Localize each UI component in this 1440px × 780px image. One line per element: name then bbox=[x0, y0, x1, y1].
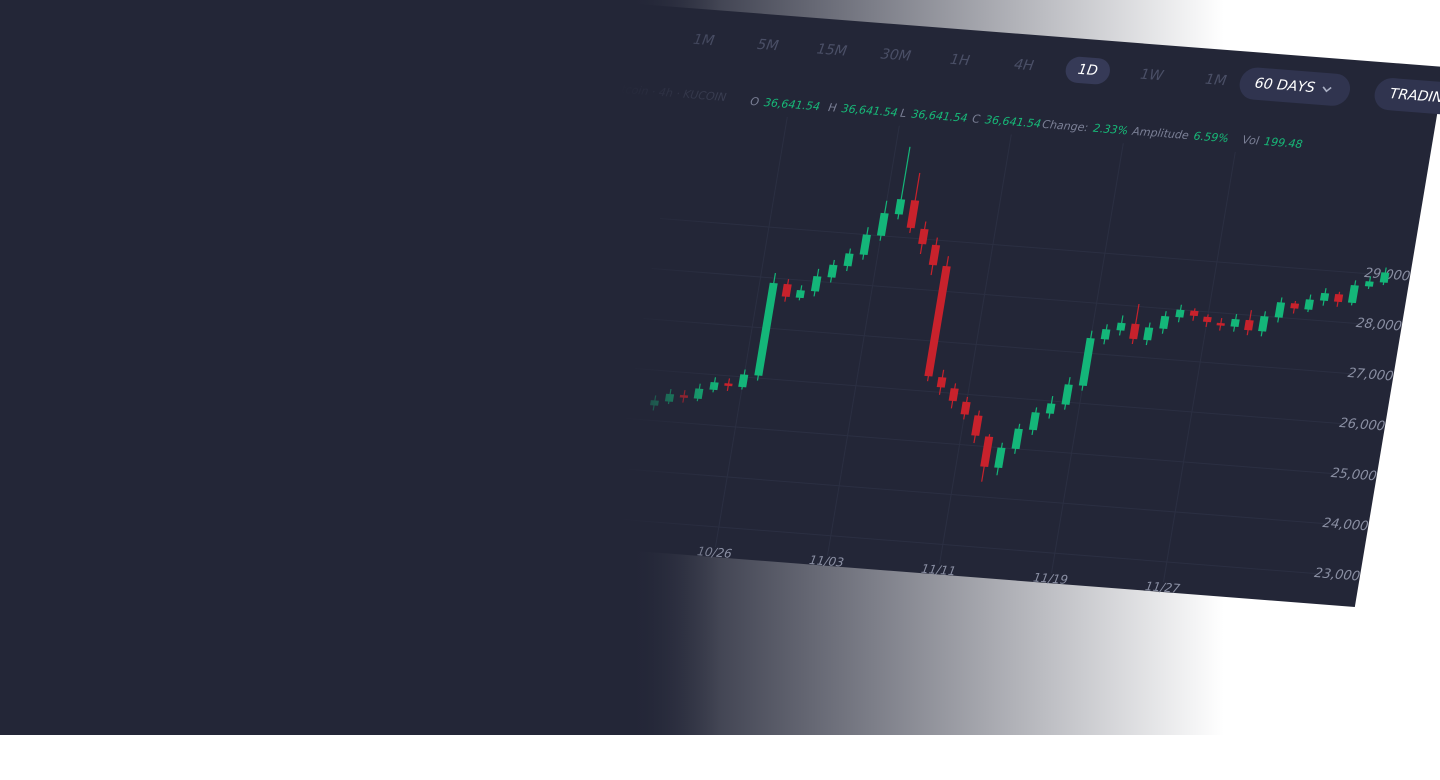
fade-overlay bbox=[0, 0, 1440, 735]
